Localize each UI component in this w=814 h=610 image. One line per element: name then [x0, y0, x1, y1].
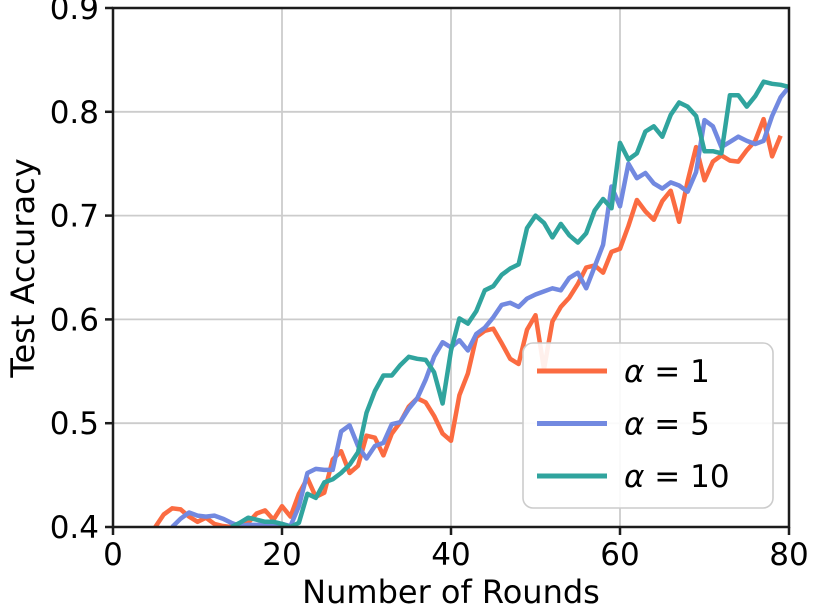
- legend-label: α = 5: [624, 407, 710, 443]
- legend-label: α = 10: [624, 459, 730, 495]
- y-tick-label: 0.7: [50, 199, 99, 235]
- x-axis-label: Number of Rounds: [302, 573, 600, 610]
- y-tick-label: 0.9: [50, 0, 99, 27]
- plot-lines: [153, 79, 789, 527]
- legend-box: [522, 342, 774, 509]
- y-axis-label: Test Accuracy: [4, 158, 42, 378]
- y-tick-label: 0.5: [50, 406, 99, 442]
- series-line-alpha-10: [230, 79, 789, 527]
- y-tick-label: 0.6: [50, 302, 99, 338]
- y-tick-label: 0.8: [50, 95, 99, 131]
- x-tick-label: 80: [769, 537, 808, 573]
- x-tick-label: 40: [431, 537, 470, 573]
- axes: 0 20 40 60 80 0.4 0.5 0.6 0.7 0.8 0.9: [50, 0, 809, 573]
- x-tick-label: 20: [262, 537, 301, 573]
- legend: α = 1 α = 5 α = 10: [522, 342, 774, 509]
- x-tick-label: 60: [600, 537, 639, 573]
- y-tick-label: 0.4: [50, 510, 99, 546]
- legend-label: α = 1: [624, 354, 710, 390]
- x-tick-label: 0: [103, 537, 123, 573]
- series-line-alpha-5: [170, 85, 789, 527]
- series-line-alpha-1: [153, 116, 783, 527]
